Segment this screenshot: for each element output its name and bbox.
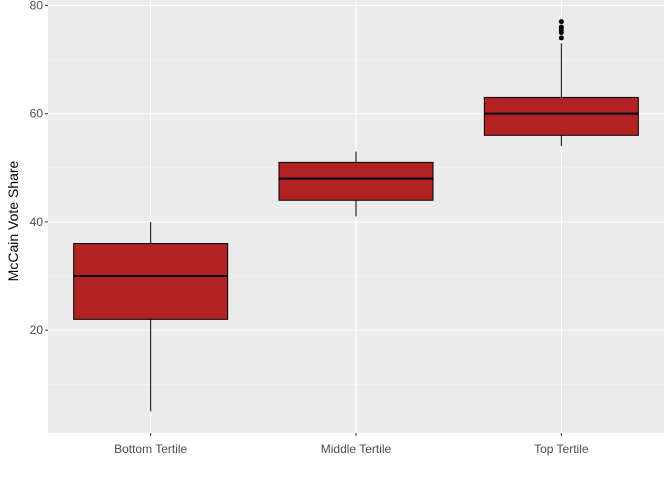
y-axis-title: McCain Vote Share	[5, 160, 21, 281]
x-tick-label: Top Tertile	[534, 442, 589, 456]
outlier-point	[558, 35, 564, 41]
y-tick-label: 20	[30, 323, 44, 337]
box-iqr	[483, 96, 639, 136]
x-axis-ticks: Bottom Tertile Middle Tertile Top Tertile	[114, 433, 589, 456]
x-tick-label: Bottom Tertile	[114, 442, 187, 456]
y-tick-label: 80	[30, 0, 44, 12]
boxplot-middle-tertile	[278, 151, 434, 217]
outlier-point	[558, 24, 564, 30]
y-tick-label: 60	[30, 107, 44, 121]
box-iqr	[73, 243, 229, 320]
x-tick-label: Middle Tertile	[321, 442, 392, 456]
boxplots	[73, 19, 639, 412]
boxplot-bottom-tertile	[73, 221, 229, 412]
box-iqr	[278, 161, 434, 201]
boxplot-top-tertile	[483, 19, 639, 147]
outlier-point	[558, 19, 564, 25]
y-tick-label: 40	[30, 215, 44, 229]
y-axis-ticks: 20 40 60 80	[30, 0, 48, 337]
